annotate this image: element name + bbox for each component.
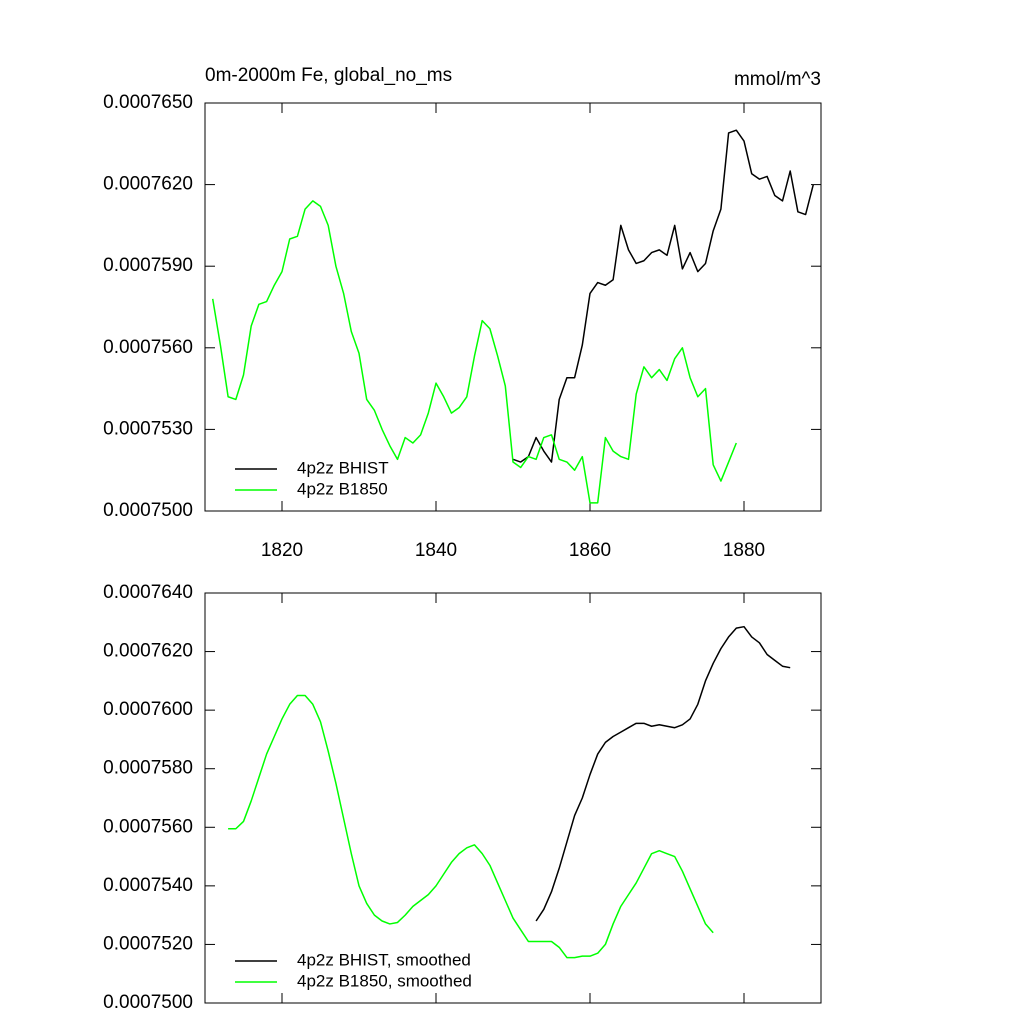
legend-label: 4p2z B1850, smoothed [297,971,472,990]
series-line [228,694,714,959]
x-tick-label: 1820 [261,540,303,561]
series-line [512,129,815,463]
y-tick-label: 0.0007530 [103,418,193,439]
x-tick-label: 1880 [723,540,765,561]
y-tick-label: 0.0007500 [103,992,193,1013]
y-tick-label: 0.0007560 [103,816,193,837]
legend-label: 4p2z B1850 [297,479,388,498]
series-line [535,625,791,922]
x-tick-label: 1860 [569,540,611,561]
chart-title: 0m-2000m Fe, global_no_ms [205,65,452,86]
y-tick-label: 0.0007580 [103,758,193,779]
legend-label: 4p2z BHIST, smoothed [297,950,471,969]
legend-label: 4p2z BHIST [297,458,389,477]
y-tick-label: 0.0007620 [103,641,193,662]
y-tick-label: 0.0007540 [103,875,193,896]
series-line [211,200,737,504]
y-tick-label: 0.0007520 [103,933,193,954]
y-tick-label: 0.0007600 [103,699,193,720]
y-tick-label: 0.0007650 [103,92,193,113]
y-tick-label: 0.0007640 [103,582,193,603]
plot-frame [204,592,822,1004]
y-tick-label: 0.0007560 [103,337,193,358]
y-tick-label: 0.0007500 [103,500,193,521]
units-label: mmol/m^3 [734,69,821,90]
y-tick-label: 0.0007590 [103,255,193,276]
x-tick-label: 1840 [415,540,457,561]
plot-frame [204,102,822,512]
y-tick-label: 0.0007620 [103,174,193,195]
